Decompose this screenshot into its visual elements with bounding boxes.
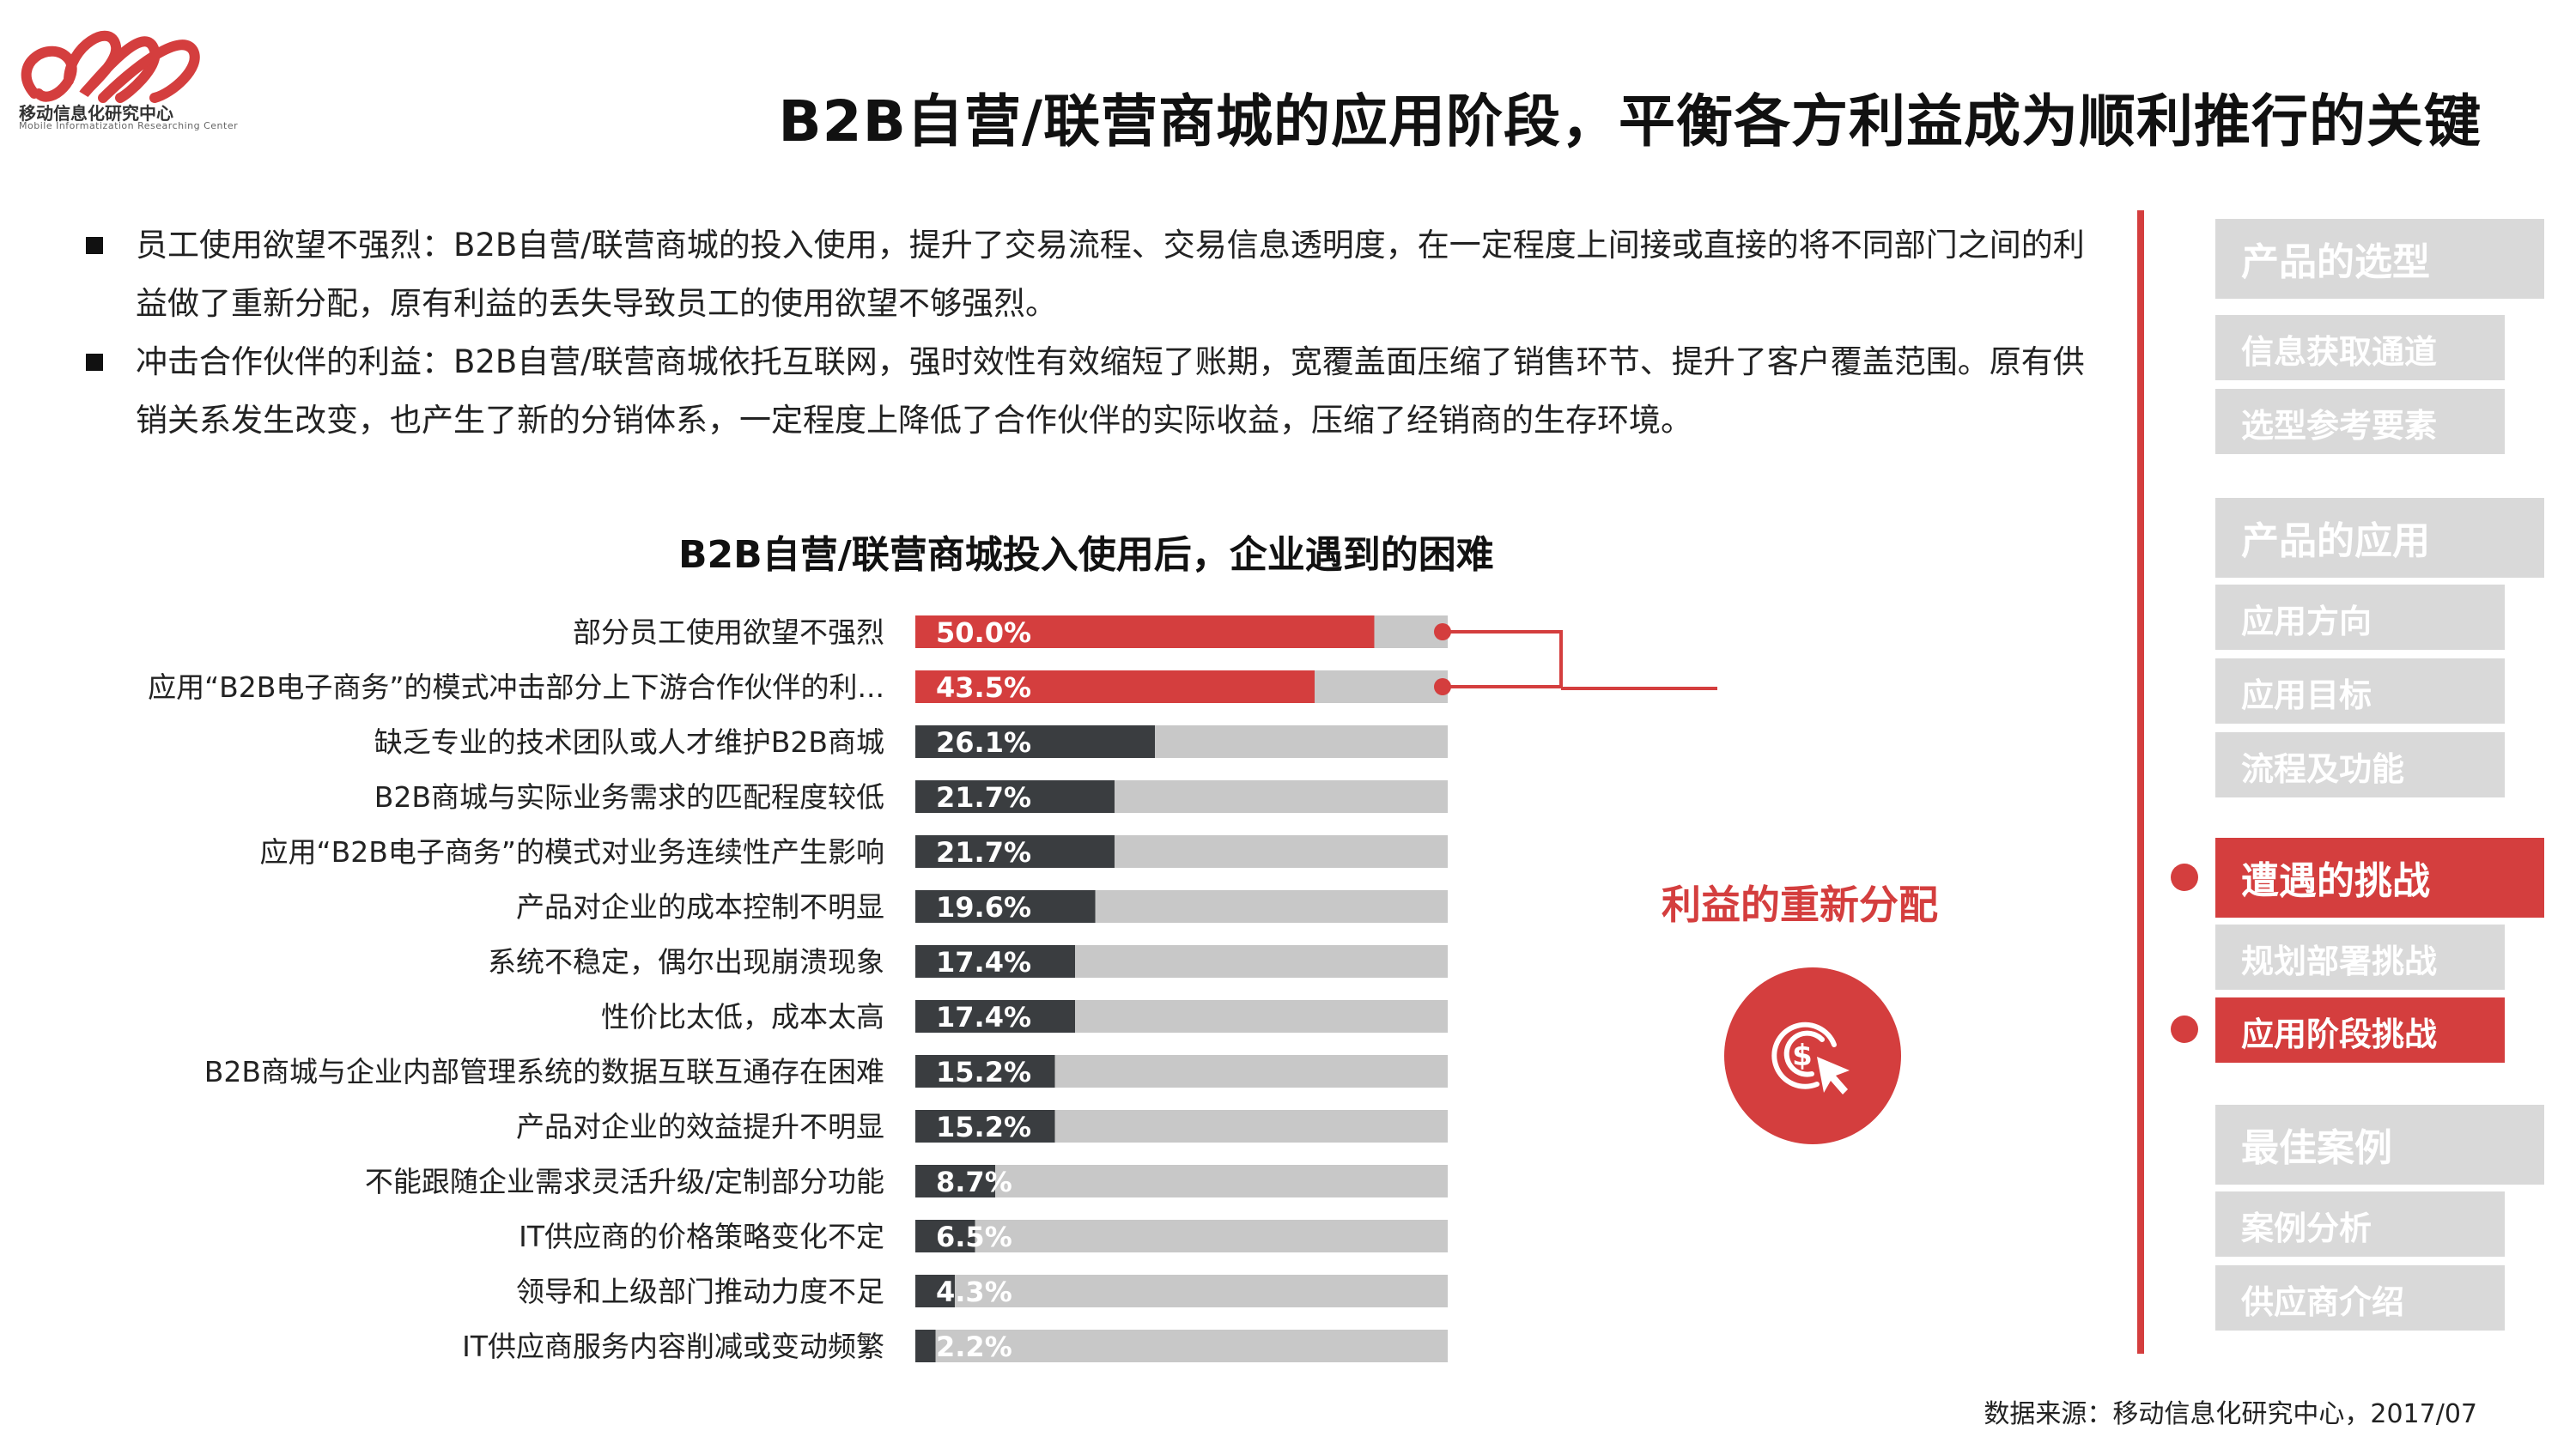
bar [915, 780, 1115, 813]
nav-item-process-functions[interactable]: 流程及功能 [2215, 732, 2505, 797]
bullet-item: 冲击合作伙伴的利益：B2B自营/联营商城依托互联网，强时效性有效缩短了账期，宽覆… [86, 333, 2112, 450]
nav-item-application-direction[interactable]: 应用方向 [2215, 585, 2505, 650]
annotation-label: 利益的重新分配 [1662, 882, 1938, 928]
bullet-text: 冲击合作伙伴的利益：B2B自营/联营商城依托互联网，强时效性有效缩短了账期，宽覆… [136, 343, 2085, 439]
bar [915, 835, 1115, 868]
category-label: 缺乏专业的技术团队或人才维护B2B商城 [374, 725, 884, 759]
data-source: 数据来源：移动信息化研究中心，2017/07 [1984, 1399, 2477, 1429]
category-label: B2B商城与企业内部管理系统的数据互联互通存在困难 [204, 1055, 884, 1088]
logo-org-name: 移动信息化研究中心 [19, 103, 173, 124]
data-label: 4.3% [936, 1276, 1012, 1308]
bar [915, 1055, 1055, 1088]
bar [915, 1110, 1055, 1143]
data-label: 43.5% [936, 671, 1031, 704]
bullet-list: 员工使用欲望不强烈：B2B自营/联营商城的投入使用，提升了交易流程、交易信息透明… [86, 216, 2112, 450]
data-label: 2.2% [936, 1331, 1012, 1363]
category-label: 产品对企业的效益提升不明显 [516, 1110, 884, 1143]
category-label: B2B商城与实际业务需求的匹配程度较低 [374, 780, 884, 814]
nav-item-case-analysis[interactable]: 案例分析 [2215, 1191, 2505, 1257]
nav-section-product-selection[interactable]: 产品的选型 [2215, 219, 2544, 299]
chart-title: B2B自营/联营商城投入使用后，企业遇到的困难 [678, 533, 1494, 577]
data-label: 15.2% [936, 1056, 1031, 1088]
nav-item-vendor-intro[interactable]: 供应商介绍 [2215, 1265, 2505, 1331]
bar [915, 890, 1096, 923]
category-label: 系统不稳定，偶尔出现崩溃现象 [488, 945, 884, 979]
bar-track [915, 1330, 1448, 1362]
bullet-square-icon [86, 354, 103, 371]
bar [915, 1330, 936, 1362]
bar-track [915, 1220, 1448, 1252]
category-label: 产品对企业的成本控制不明显 [516, 890, 884, 924]
nav-item-application-goals[interactable]: 应用目标 [2215, 658, 2505, 724]
bar-track [915, 1275, 1448, 1307]
category-label: IT供应商服务内容削减或变动频繁 [462, 1330, 884, 1363]
category-label: 应用“B2B电子商务”的模式对业务连续性产生影响 [260, 835, 884, 869]
bar [915, 1000, 1075, 1033]
data-label: 21.7% [936, 836, 1031, 869]
data-label: 17.4% [936, 946, 1031, 979]
category-label: 不能跟随企业需求灵活升级/定制部分功能 [365, 1165, 884, 1198]
bar [915, 1220, 975, 1252]
nav-item-application-challenges[interactable]: 应用阶段挑战 [2215, 997, 2505, 1063]
bar-chart: 部分员工使用欲望不强烈 50.0% 应用“B2B电子商务”的模式冲击部分上下游合作伙… [148, 615, 1717, 1363]
bullet-item: 员工使用欲望不强烈：B2B自营/联营商城的投入使用，提升了交易流程、交易信息透明… [86, 216, 2112, 333]
category-label: IT供应商的价格策略变化不定 [519, 1220, 884, 1253]
nav-item-planning-challenges[interactable]: 规划部署挑战 [2215, 925, 2505, 990]
nav-section-best-cases[interactable]: 最佳案例 [2215, 1105, 2544, 1185]
bar [915, 725, 1155, 758]
data-label: 15.2% [936, 1111, 1031, 1143]
data-label: 26.1% [936, 726, 1031, 759]
category-label: 性价比太低，成本太高 [601, 1000, 884, 1034]
bar [915, 945, 1075, 978]
data-label: 6.5% [936, 1221, 1012, 1253]
data-label: 21.7% [936, 781, 1031, 814]
logo-mark [21, 30, 200, 103]
nav-active-dot-icon [2171, 1016, 2198, 1043]
data-label: 8.7% [936, 1166, 1012, 1198]
nav-section-challenges[interactable]: 遭遇的挑战 [2215, 838, 2544, 918]
logo-org-name-en: Mobile Informatization Researching Cente… [19, 120, 239, 131]
data-label: 19.6% [936, 891, 1031, 924]
page-title: B2B自营/联营商城的应用阶段，平衡各方利益成为顺利推行的关键 [778, 88, 2482, 155]
category-label: 应用“B2B电子商务”的模式冲击部分上下游合作伙伴的利... [148, 670, 884, 704]
category-label: 领导和上级部门推动力度不足 [516, 1275, 884, 1308]
bar [915, 615, 1375, 648]
svg-text:$: $ [1792, 1039, 1813, 1073]
category-label: 部分员工使用欲望不强烈 [573, 615, 884, 649]
bar [915, 670, 1315, 703]
nav-item-selection-factors[interactable]: 选型参考要素 [2215, 389, 2505, 454]
bar [915, 1275, 955, 1307]
data-label: 50.0% [936, 616, 1031, 649]
nav-active-dot-icon [2171, 864, 2198, 891]
sidebar-divider [2137, 210, 2144, 1354]
nav-section-product-application[interactable]: 产品的应用 [2215, 498, 2544, 578]
bar [915, 1165, 995, 1197]
bullet-text: 员工使用欲望不强烈：B2B自营/联营商城的投入使用，提升了交易流程、交易信息透明… [136, 227, 2085, 322]
nav-item-info-channels[interactable]: 信息获取通道 [2215, 315, 2505, 380]
annotation-badge: $ [1724, 967, 1901, 1144]
bar-track [915, 1165, 1448, 1197]
dollar-cursor-icon: $ [1771, 1022, 1850, 1094]
bullet-square-icon [86, 237, 103, 254]
data-label: 17.4% [936, 1001, 1031, 1034]
